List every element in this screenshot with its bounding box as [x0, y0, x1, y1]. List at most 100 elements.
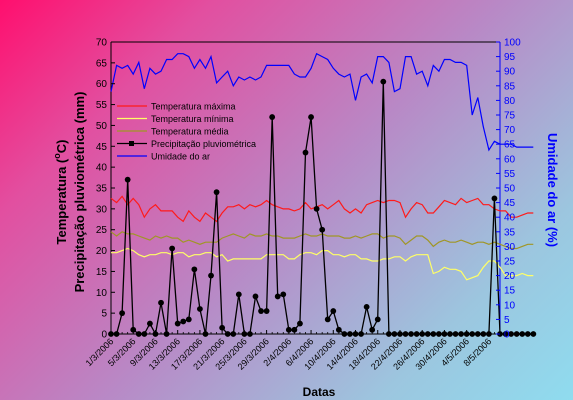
precipitation-point — [180, 318, 187, 325]
precipitation-point — [208, 272, 214, 279]
precipitation-point — [119, 310, 126, 317]
left-y-tick-label: 15 — [96, 267, 108, 278]
left-y-tick-label: 25 — [96, 225, 108, 236]
legend-marker — [129, 141, 134, 146]
right-y-tick-label: 10 — [504, 300, 516, 311]
series-line-1 — [111, 247, 534, 281]
precipitation-point — [291, 326, 298, 333]
right-y-tick-label: 100 — [504, 38, 521, 49]
series-layer — [108, 52, 537, 337]
precipitation-point — [191, 266, 198, 273]
precipitation-point — [530, 331, 537, 337]
precipitation-point — [274, 293, 281, 300]
legend: Temperatura máxima Temperatura mínima Temp… — [117, 102, 256, 162]
right-y-tick-label: 95 — [504, 52, 516, 63]
precipitation-point — [124, 176, 131, 183]
right-y-tick-label: 50 — [504, 184, 516, 195]
right-y-tick-label: 55 — [504, 169, 516, 180]
precipitation-point — [213, 189, 220, 196]
precipitation-point — [263, 308, 270, 314]
left-y-tick-label: 40 — [96, 163, 108, 174]
precipitation-point — [219, 324, 226, 331]
left-y-axis-label-precipitation: Precipitação pluviométrica (mm) — [72, 92, 87, 293]
right-y-tick-label: 35 — [504, 227, 516, 238]
right-y-tick-label: 20 — [504, 271, 516, 282]
precipitation-point — [297, 320, 303, 327]
precipitation-point — [524, 331, 531, 337]
precipitation-point — [174, 320, 181, 327]
precipitation-point — [258, 308, 264, 314]
series-line-4 — [110, 52, 534, 152]
right-y-tick-label: 65 — [504, 140, 516, 151]
left-y-tick-label: 60 — [96, 79, 108, 90]
precipitation-point — [363, 303, 370, 310]
precipitation-point — [491, 195, 498, 202]
right-y-tick-label: 90 — [504, 67, 516, 78]
left-y-tick-label: 50 — [96, 121, 108, 132]
legend-label: Temperatura mínima — [151, 114, 234, 124]
left-y-tick-label: 70 — [96, 38, 108, 49]
precipitation-point — [335, 326, 342, 333]
precipitation-point — [147, 320, 153, 327]
left-y-tick-label: 10 — [96, 288, 108, 299]
legend-label: Temperatura máxima — [151, 102, 236, 112]
right-y-tick-label: 45 — [504, 198, 516, 209]
precipitation-point — [380, 78, 387, 85]
precipitation-point — [280, 291, 287, 298]
precipitation-point — [197, 306, 203, 312]
precipitation-point — [374, 316, 381, 323]
left-y-tick-label: 55 — [96, 100, 108, 111]
left-y-axis: 0 5 10 15 20 25 30 35 40 45 50 55 60 65 70 — [96, 38, 115, 341]
series-line-0 — [110, 195, 534, 223]
x-axis-label: Datas — [303, 385, 336, 399]
left-y-tick-label: 0 — [101, 330, 107, 341]
left-y-tick-label: 20 — [96, 246, 108, 257]
right-y-tick-label: 5 — [504, 315, 510, 326]
legend-label: Precipitação pluviométrica — [151, 139, 256, 149]
precipitation-point — [330, 308, 337, 314]
precipitation-point — [169, 245, 176, 252]
precipitation-point — [502, 331, 509, 337]
right-y-tick-label: 75 — [504, 111, 516, 122]
precipitation-point — [252, 293, 259, 300]
precipitation-point — [508, 331, 515, 337]
precipitation-point — [269, 114, 276, 120]
precipitation-point — [185, 316, 192, 323]
precipitation-point — [158, 299, 164, 306]
right-y-tick-label: 80 — [504, 96, 516, 107]
precipitation-point — [130, 326, 137, 333]
right-y-axis: 0 5 10 15 20 25 30 35 40 45 50 55 60 65 70 75 80 85 90 95 10… — [496, 38, 521, 341]
left-y-tick-label: 35 — [96, 184, 108, 195]
left-y-label-part2: C) — [54, 140, 69, 154]
right-y-axis-label: Umidade do ar (%) — [545, 133, 560, 247]
left-y-axis-label-temperature: Temperatura (oC) — [52, 140, 69, 245]
precipitation-point — [285, 326, 292, 333]
precipitation-point — [308, 114, 314, 120]
legend-label: Umidade do ar — [151, 152, 210, 162]
right-y-tick-label: 85 — [504, 81, 516, 92]
precipitation-point — [302, 149, 309, 156]
right-y-tick-label: 70 — [504, 125, 516, 136]
precipitation-point — [235, 291, 242, 298]
left-y-tick-label: 45 — [96, 142, 108, 153]
left-y-label-part1: Temperatura ( — [54, 158, 69, 244]
right-y-tick-label: 0 — [504, 330, 510, 341]
precipitation-point — [324, 316, 331, 323]
precipitation-point — [369, 326, 376, 333]
left-y-label-degree: o — [52, 153, 62, 159]
left-y-tick-label: 5 — [101, 309, 107, 320]
right-y-tick-label: 60 — [504, 154, 516, 165]
precipitation-point — [313, 205, 320, 212]
right-y-tick-label: 25 — [504, 257, 516, 268]
right-y-tick-label: 40 — [504, 213, 516, 224]
left-y-tick-label: 65 — [96, 58, 108, 69]
precipitation-point — [319, 226, 326, 233]
precipitation-point — [519, 331, 526, 337]
legend-label: Temperatura média — [151, 127, 229, 137]
left-y-tick-label: 30 — [96, 204, 108, 215]
precipitation-point — [513, 331, 520, 337]
right-y-tick-label: 30 — [504, 242, 516, 253]
right-y-tick-label: 15 — [504, 286, 516, 297]
